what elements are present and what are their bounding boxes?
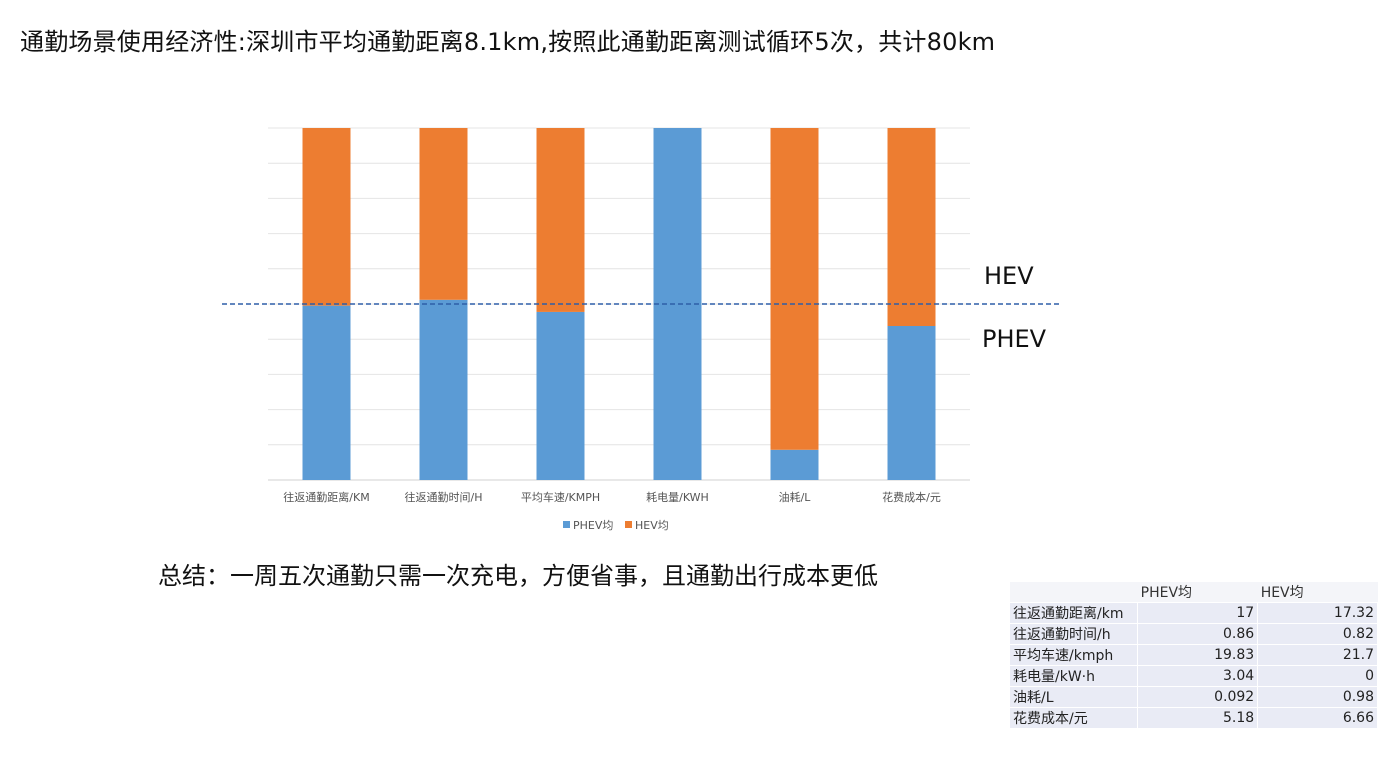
summary-text: 总结：一周五次通勤只需一次充电，方便省事，且通勤出行成本更低	[158, 562, 878, 590]
table-cell: 0.86	[1137, 623, 1259, 645]
table-cell: 往返通勤距离/km	[1010, 602, 1139, 624]
x-tick-label: 耗电量/KWH	[646, 491, 709, 504]
table-cell: 19.83	[1137, 644, 1259, 666]
table-cell: 3.04	[1137, 665, 1259, 687]
bar-hev	[887, 128, 936, 326]
gridlines	[268, 127, 970, 481]
data-table: PHEV均 HEV均 往返通勤距离/km 17 17.32 往返通勤时间/h 0…	[1010, 582, 1378, 729]
table-cell: 21.7	[1257, 644, 1378, 666]
x-tick-label: 花费成本/元	[882, 490, 941, 504]
x-tick-label: 平均车速/KMPH	[521, 490, 600, 504]
table-cell: 油耗/L	[1010, 686, 1139, 708]
bar-phev	[419, 299, 468, 480]
x-tick-label: 油耗/L	[779, 490, 812, 504]
table-cell: 平均车速/kmph	[1010, 644, 1139, 666]
table-cell: 花费成本/元	[1010, 707, 1139, 729]
table-row: 往返通勤距离/km 17 17.32	[1010, 602, 1378, 624]
x-tick-label: 往返通勤距离/KM	[283, 490, 369, 504]
bar-hev	[302, 128, 351, 306]
legend-label: HEV均	[635, 519, 669, 532]
x-tick-label: 往返通勤时间/H	[405, 490, 483, 504]
table-row: 平均车速/kmph 19.83 21.7	[1010, 644, 1378, 666]
x-axis-labels: 往返通勤距离/KM 往返通勤时间/H 平均车速/KMPH 耗电量/KWH 油耗/L 花费成…	[283, 490, 941, 504]
table-cell: 0.98	[1257, 686, 1378, 708]
table-cell: 6.66	[1257, 707, 1378, 729]
legend-swatch	[625, 521, 632, 528]
table-cell: 耗电量/kW·h	[1010, 665, 1139, 687]
table-header-cell	[1010, 582, 1138, 603]
table-cell: 0.092	[1137, 686, 1259, 708]
bar-phev	[536, 311, 585, 480]
legend-label: PHEV均	[573, 519, 613, 532]
bar-hev	[536, 128, 585, 312]
table-cell: 0	[1257, 665, 1378, 687]
table-row: 油耗/L 0.092 0.98	[1010, 686, 1378, 708]
table-cell: 往返通勤时间/h	[1010, 623, 1139, 645]
legend: PHEV均 HEV均	[563, 519, 669, 532]
table-header-row: PHEV均 HEV均	[1010, 582, 1378, 603]
legend-swatch	[563, 521, 570, 528]
bar-hev	[419, 128, 468, 300]
bars	[302, 128, 936, 480]
annotation-phev: PHEV	[982, 325, 1047, 353]
bar-hev	[770, 128, 819, 450]
table-row: 耗电量/kW·h 3.04 0	[1010, 665, 1378, 687]
table-header-cell: PHEV均	[1137, 582, 1258, 603]
table-cell: 0.82	[1257, 623, 1378, 645]
annotation-hev: HEV	[984, 262, 1034, 290]
bar-phev	[770, 449, 819, 480]
table-cell: 17.32	[1257, 602, 1378, 624]
table-header-cell: HEV均	[1257, 582, 1378, 603]
bar-phev	[302, 305, 351, 480]
table-row: 往返通勤时间/h 0.86 0.82	[1010, 623, 1378, 645]
table-cell: 5.18	[1137, 707, 1259, 729]
table-row: 花费成本/元 5.18 6.66	[1010, 707, 1378, 729]
page-title: 通勤场景使用经济性:深圳市平均通勤距离8.1km,按照此通勤距离测试循环5次，共…	[20, 28, 996, 56]
bar-phev	[887, 326, 936, 480]
table-cell: 17	[1137, 602, 1259, 624]
bar-phev	[653, 128, 702, 480]
